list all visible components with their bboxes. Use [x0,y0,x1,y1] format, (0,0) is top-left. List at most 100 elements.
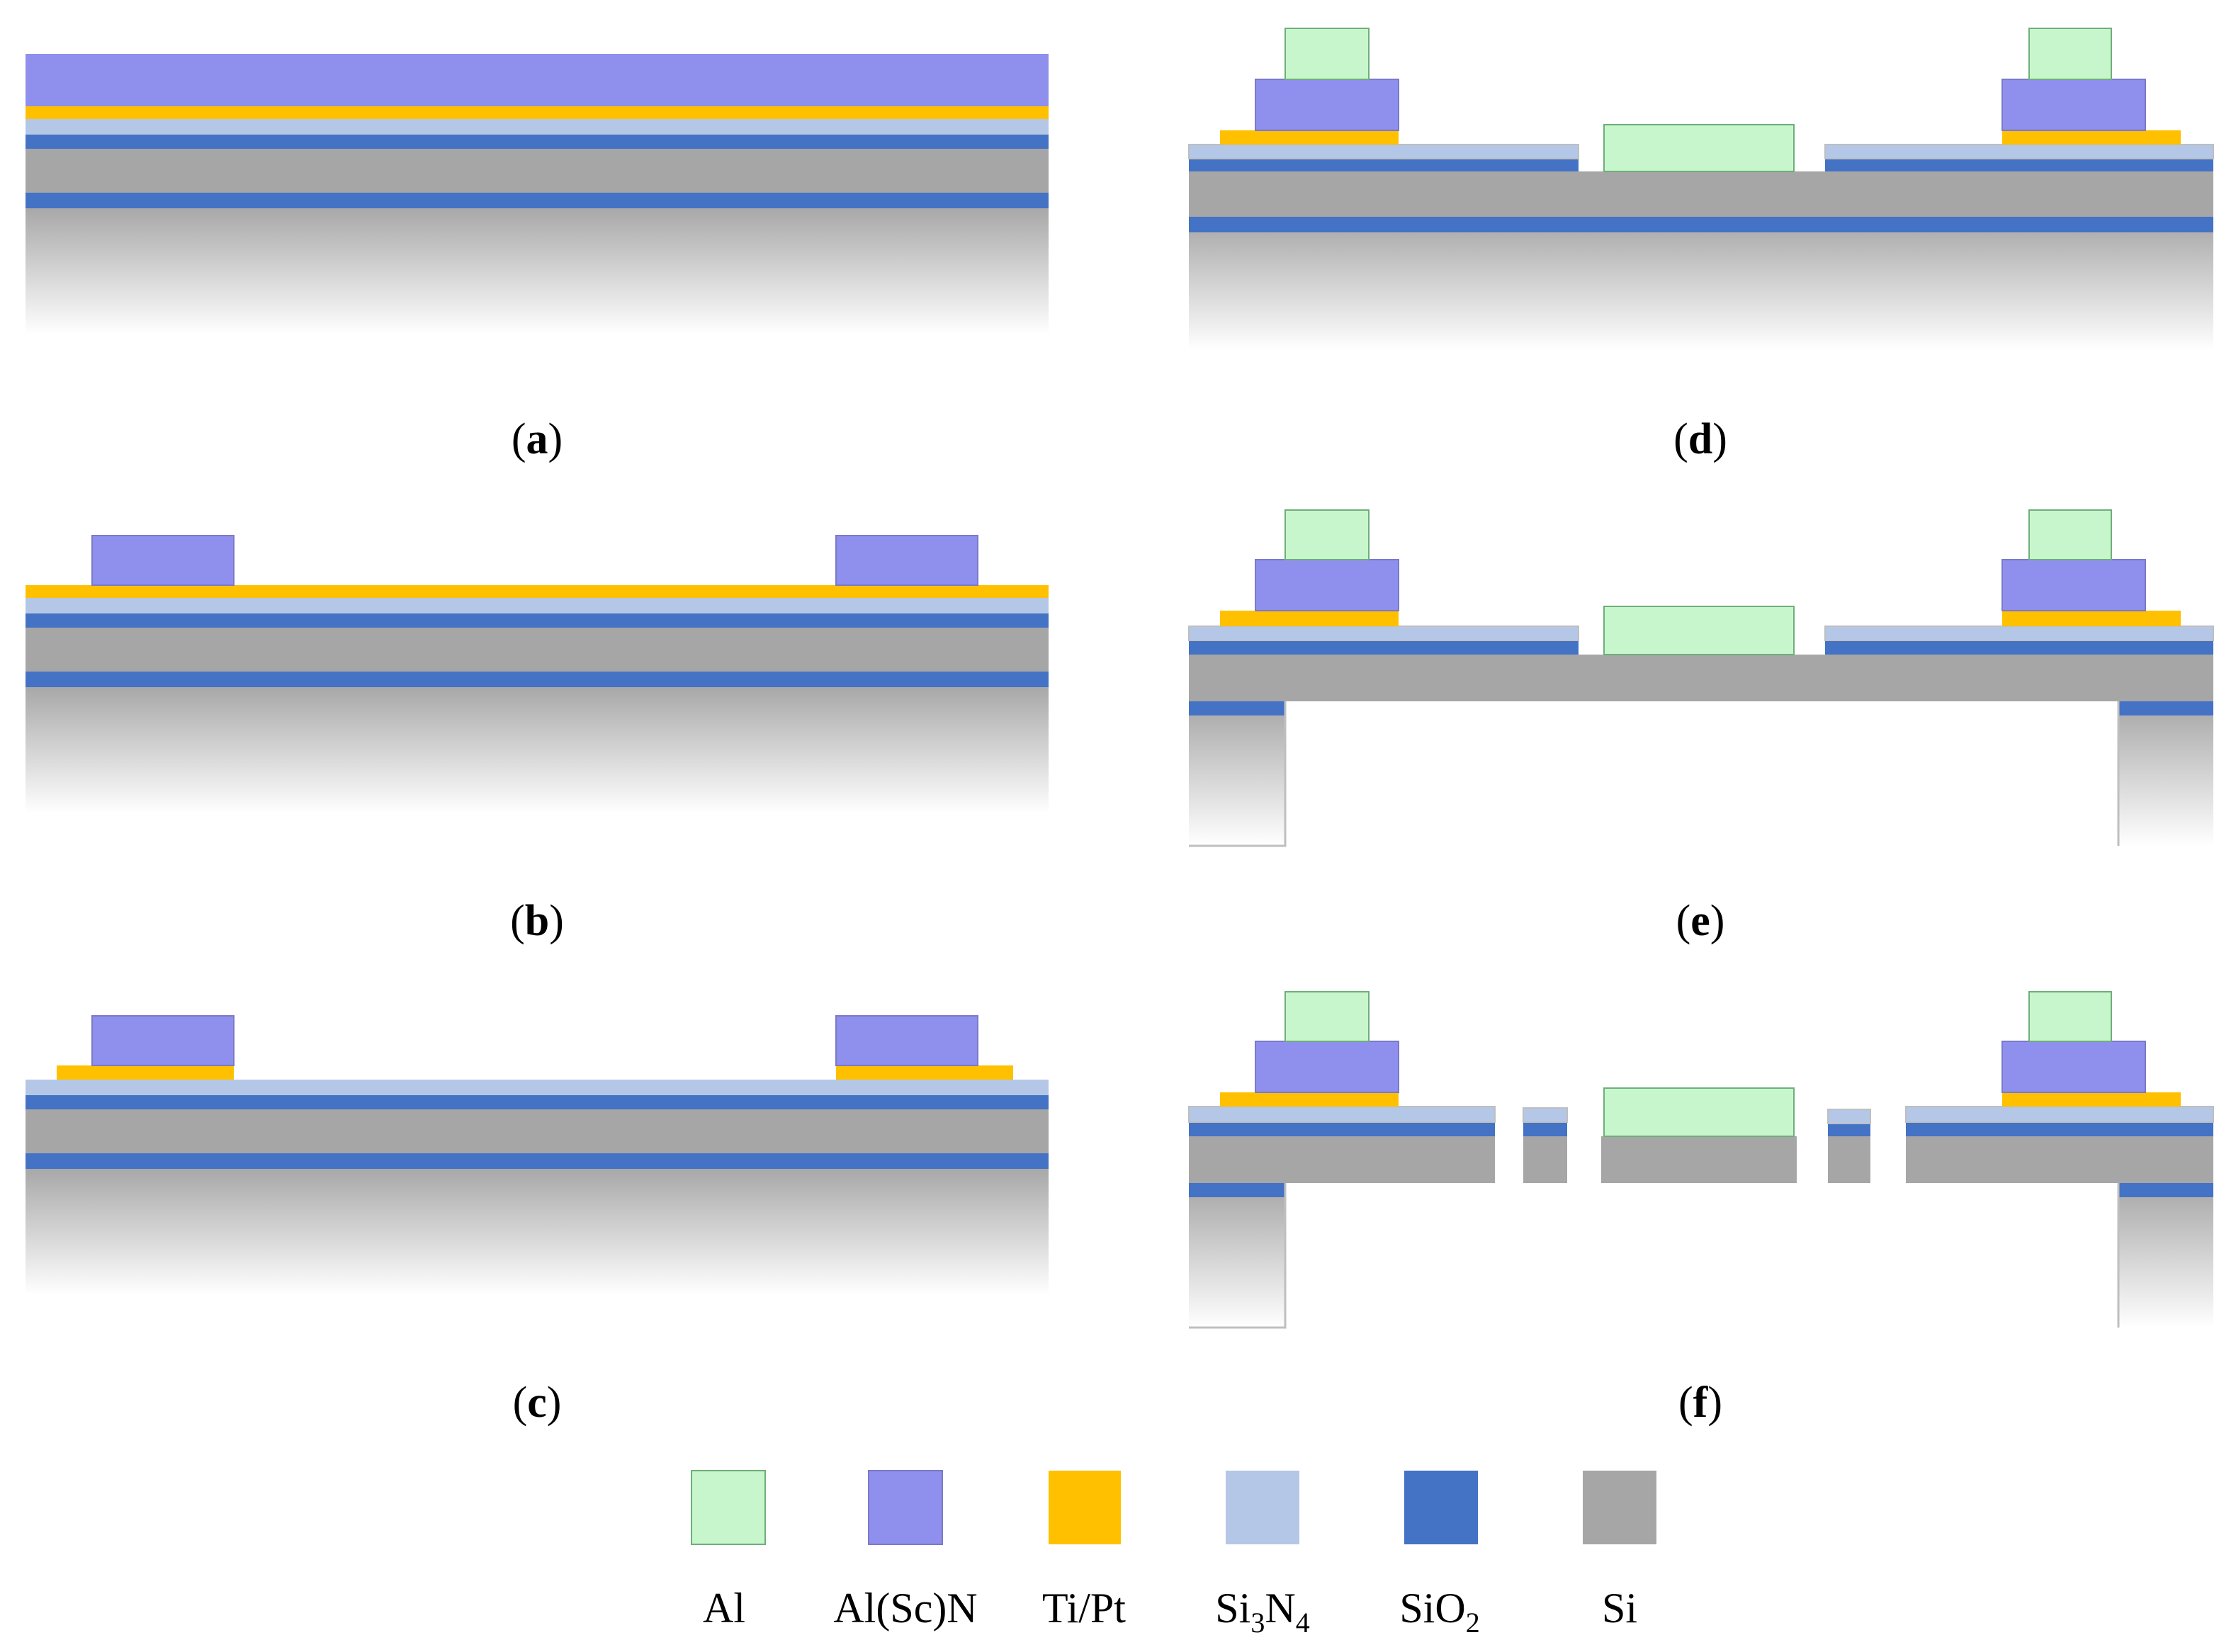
panel-e: (e) [1188,509,2214,945]
alscn-pad-left [91,535,235,586]
alscn-pad-right [835,1015,978,1066]
sio2-top [26,135,1049,149]
sio2-top-left [1189,640,1579,655]
sio2-top-right [1906,1122,2213,1136]
tipt-pad-right [2002,611,2181,626]
si-swatch-icon [1583,1471,1656,1544]
si-substrate [1189,171,2213,218]
panel-f: (f) [1188,991,2214,1427]
si3n4-swatch-icon [1226,1471,1299,1544]
sio2-back-right [2118,701,2213,715]
si-plate-center [1601,1136,1797,1183]
legend-label-si3n4: Si3N4 [1215,1585,1309,1639]
panel-d: (d) [1188,28,2214,463]
si3n4-left [1188,1106,1496,1123]
alscn-layer [26,54,1049,106]
tipt-layer [26,106,1049,119]
sio2-swatch-icon [1404,1471,1478,1544]
al-swatch-icon [691,1470,766,1545]
si-support-right [2118,701,2213,846]
si-support-left [1189,1183,1285,1328]
si3n4-right [1824,626,2214,641]
al-top-electrode-right [2028,991,2112,1042]
si-support-left [1189,701,1285,846]
legend-label-si: Si [1602,1585,1637,1631]
sio2-beam-left [1523,1122,1567,1136]
si3n4-layer [26,119,1049,135]
tipt-layer [26,585,1049,598]
sio2-bottom [26,1153,1049,1169]
caption-b: (b) [510,897,564,945]
si3n4-right [1905,1106,2214,1123]
tipt-pad-left [1220,130,1399,145]
panel-a: (a) [26,54,1049,463]
tipt-pad-right [2002,1092,2181,1107]
sio2-bottom [1189,217,2213,232]
al-top-electrode-left [1284,28,1370,80]
alscn-pad-right [2001,1041,2146,1093]
sio2-back-left [1189,1183,1285,1197]
al-center-electrode [1603,606,1795,655]
sio2-back-right [2118,1183,2213,1197]
si-substrate-fade [1189,218,2213,350]
si3n4-right [1824,144,2214,159]
panel-c: (c) [26,1015,1049,1427]
caption-c: (c) [513,1379,562,1427]
legend-label-tipt: Ti/Pt [1042,1585,1126,1631]
alscn-swatch-icon [868,1470,943,1545]
caption-a: (a) [512,415,563,463]
sio2-top [26,1095,1049,1109]
sio2-top-right [1825,640,2213,655]
al-center-electrode [1603,124,1795,172]
si-substrate-fade [26,1166,1049,1295]
al-top-electrode-right [2028,28,2112,80]
cavity-edge-left [1189,1183,1287,1329]
si-membrane-left [1189,1136,1495,1183]
legend-label-al: Al [703,1585,745,1631]
sio2-bottom [26,193,1049,208]
si3n4-left [1188,626,1579,641]
si-beam-left [1523,1136,1567,1183]
sio2-top-left [1189,159,1579,171]
alscn-pad-left [1255,559,1399,611]
si-beam-right [1828,1136,1870,1183]
alscn-pad-left [91,1015,235,1066]
sio2-bottom [26,672,1049,687]
alscn-pad-right [2001,559,2146,611]
si3n4-layer [26,598,1049,613]
si3n4-layer [26,1080,1049,1095]
sio2-beam-right [1828,1124,1870,1136]
alscn-pad-left [1255,79,1399,131]
si-substrate-fade [26,684,1049,813]
caption-e: (e) [1676,897,1725,945]
si-membrane [1189,655,2213,701]
alscn-pad-left [1255,1041,1399,1093]
sio2-top-right [1825,159,2213,171]
tipt-pad-right [2002,130,2181,145]
caption-d: (d) [1673,415,1727,463]
tipt-swatch-icon [1049,1471,1121,1544]
caption-f: (f) [1678,1379,1722,1427]
si3n4-left [1188,144,1579,159]
legend-label-alscn: Al(Sc)N [833,1585,977,1631]
legend-label-sio2: SiO2 [1399,1585,1479,1639]
si3n4-beam-left [1523,1107,1568,1123]
alscn-pad-right [835,535,978,586]
si-membrane-right [1906,1136,2213,1183]
legend: Al Al(Sc)N Ti/Pt Si3N4 SiO2 Si [691,1470,1656,1639]
tipt-pad-right [836,1065,1013,1080]
tipt-pad-left [1220,1092,1399,1107]
si3n4-beam-right [1827,1109,1871,1124]
sio2-back-left [1189,701,1285,715]
sio2-top-left [1189,1122,1495,1136]
alscn-pad-right [2001,79,2146,131]
panel-b: (b) [26,535,1049,945]
al-top-electrode-right [2028,509,2112,560]
si-support-right [2118,1183,2213,1328]
al-center-electrode [1603,1087,1795,1137]
al-top-electrode-left [1284,991,1370,1042]
sio2-top [26,613,1049,628]
tipt-pad-left [57,1065,234,1080]
al-top-electrode-left [1284,509,1370,560]
